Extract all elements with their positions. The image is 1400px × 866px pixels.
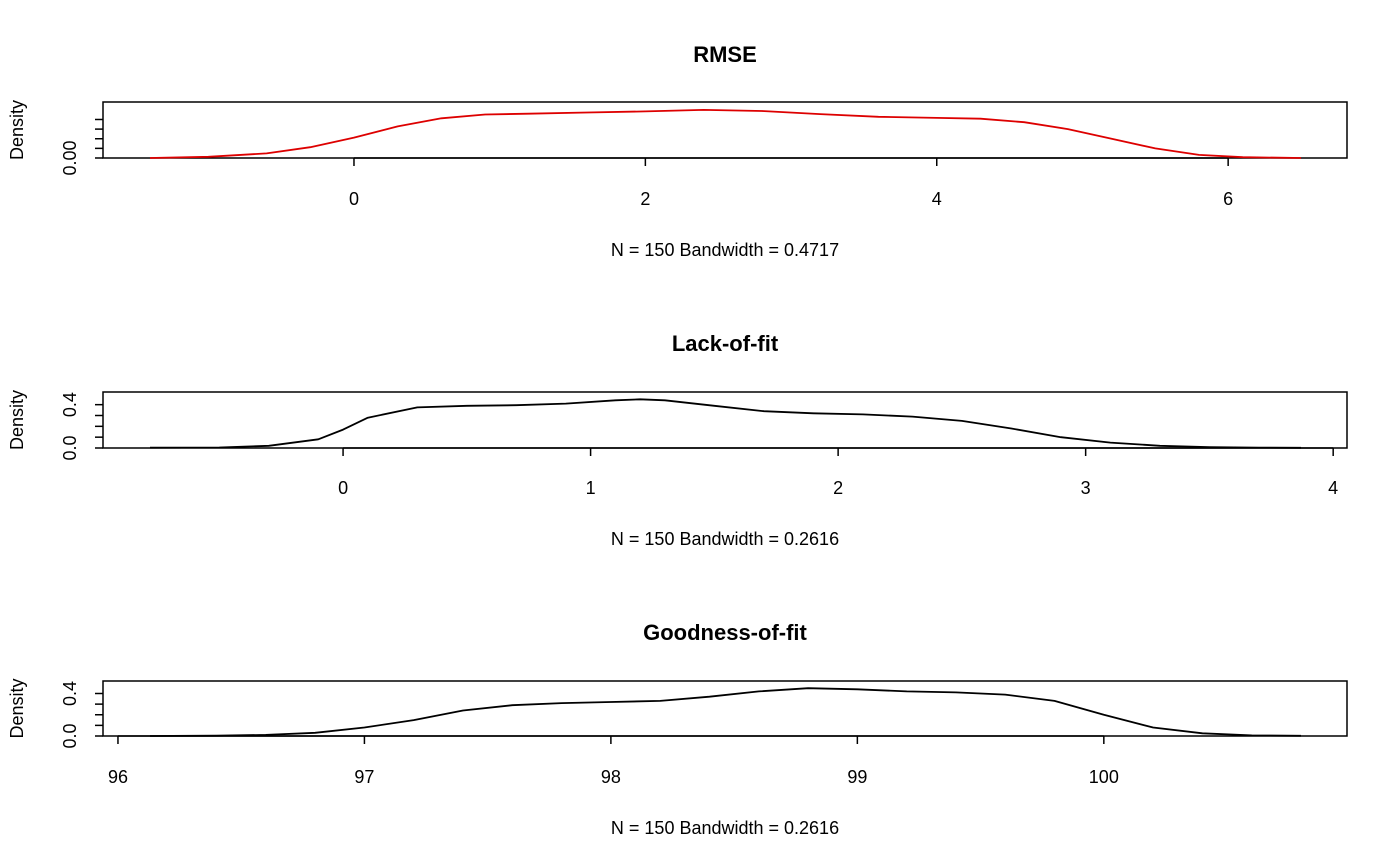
lack-of-fit-x-tick-label: 1 [586,478,596,498]
rmse-y-axis-title: Density [7,100,27,160]
goodness-of-fit-x-tick-label: 97 [354,767,374,787]
lack-of-fit-density-line [149,398,1302,449]
rmse-y-tick-label: 0.00 [60,140,80,175]
rmse-x-axis-title: N = 150 Bandwidth = 0.4717 [611,240,839,260]
goodness-of-fit-x-axis-title: N = 150 Bandwidth = 0.2616 [611,818,839,838]
lack-of-fit-x-tick-label: 3 [1081,478,1091,498]
rmse-x-tick-label: 4 [932,189,942,209]
rmse-x-tick-label: 2 [640,189,650,209]
lack-of-fit-x-tick-label: 2 [833,478,843,498]
goodness-of-fit-y-tick-label: 0.0 [60,723,80,748]
goodness-of-fit-x-tick-label: 99 [847,767,867,787]
lack-of-fit-y-axis-title: Density [7,390,27,450]
lack-of-fit-x-tick-label: 0 [338,478,348,498]
lack-of-fit-y-tick-label: 0.4 [60,392,80,417]
lack-of-fit-title: Lack-of-fit [672,331,779,356]
rmse-title: RMSE [693,42,757,67]
rmse-x-tick-label: 0 [349,189,359,209]
lack-of-fit-y-tick-label: 0.0 [60,435,80,460]
goodness-of-fit-y-axis-title: Density [7,678,27,738]
lack-of-fit-x-axis-title: N = 150 Bandwidth = 0.2616 [611,529,839,549]
rmse-density-line [149,109,1302,159]
goodness-of-fit-y-tick-label: 0.4 [60,681,80,706]
goodness-of-fit-density-line [149,687,1302,737]
rmse-x-tick-label: 6 [1223,189,1233,209]
goodness-of-fit-x-tick-label: 98 [601,767,621,787]
goodness-of-fit-x-tick-label: 96 [108,767,128,787]
goodness-of-fit-title: Goodness-of-fit [643,620,807,645]
lack-of-fit-plot-frame [102,391,1348,449]
goodness-of-fit-x-tick-label: 100 [1089,767,1119,787]
lack-of-fit-x-tick-label: 4 [1328,478,1338,498]
